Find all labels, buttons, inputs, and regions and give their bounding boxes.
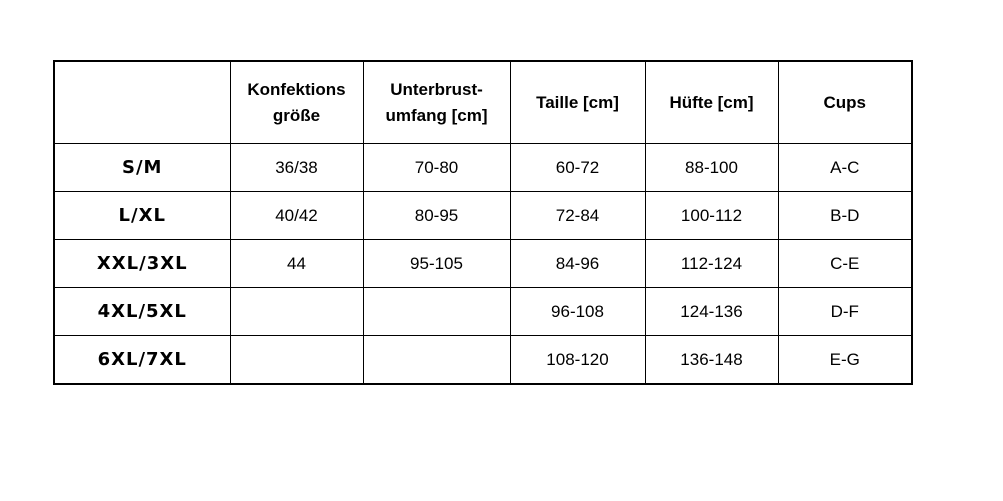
table-row: XXL/3XL 44 95-105 84-96 112-124 C-E <box>53 239 913 288</box>
header-line: Unterbrust- <box>390 79 483 99</box>
cell-taille: 96-108 <box>509 287 646 336</box>
cell-cups: D-F <box>777 287 913 336</box>
cell-konfektionsgroesse <box>229 335 364 385</box>
cell-cups: A-C <box>777 143 913 192</box>
cell-size: XXL/3XL <box>53 239 231 288</box>
header-line: Konfektions <box>247 79 346 99</box>
cell-unterbrustumfang: 95-105 <box>362 239 511 288</box>
table-row: 4XL/5XL 96-108 124-136 D-F <box>53 287 913 336</box>
cell-konfektionsgroesse <box>229 287 364 336</box>
size-chart-table: Konfektions größe Unterbrust-umfang [cm] … <box>53 60 913 385</box>
cell-size: L/XL <box>53 191 231 240</box>
header-konfektionsgroesse: Konfektions größe <box>229 60 364 144</box>
cell-cups: B-D <box>777 191 913 240</box>
cell-konfektionsgroesse: 44 <box>229 239 364 288</box>
cell-taille: 84-96 <box>509 239 646 288</box>
cell-size: S/M <box>53 143 231 192</box>
table-row: L/XL 40/42 80-95 72-84 100-112 B-D <box>53 191 913 240</box>
cell-unterbrustumfang: 70-80 <box>362 143 511 192</box>
cell-size: 6XL/7XL <box>53 335 231 385</box>
cell-huefte: 136-148 <box>644 335 779 385</box>
header-empty <box>53 60 231 144</box>
cell-unterbrustumfang: 80-95 <box>362 191 511 240</box>
cell-huefte: 100-112 <box>644 191 779 240</box>
header-cups: Cups <box>777 60 913 144</box>
header-line: umfang [cm] <box>385 105 488 125</box>
header-unterbrustumfang: Unterbrust-umfang [cm] <box>362 60 511 144</box>
table-row: 6XL/7XL 108-120 136-148 E-G <box>53 335 913 385</box>
header-huefte: Hüfte [cm] <box>644 60 779 144</box>
header-taille: Taille [cm] <box>509 60 646 144</box>
cell-unterbrustumfang <box>362 335 511 385</box>
header-row: Konfektions größe Unterbrust-umfang [cm] … <box>53 60 913 144</box>
cell-konfektionsgroesse: 40/42 <box>229 191 364 240</box>
cell-cups: E-G <box>777 335 913 385</box>
cell-huefte: 88-100 <box>644 143 779 192</box>
cell-taille: 108-120 <box>509 335 646 385</box>
header-line: größe <box>272 105 321 125</box>
cell-taille: 72-84 <box>509 191 646 240</box>
cell-size: 4XL/5XL <box>53 287 231 336</box>
cell-huefte: 112-124 <box>644 239 779 288</box>
cell-huefte: 124-136 <box>644 287 779 336</box>
cell-unterbrustumfang <box>362 287 511 336</box>
cell-taille: 60-72 <box>509 143 646 192</box>
cell-konfektionsgroesse: 36/38 <box>229 143 364 192</box>
cell-cups: C-E <box>777 239 913 288</box>
table-row: S/M 36/38 70-80 60-72 88-100 A-C <box>53 143 913 192</box>
